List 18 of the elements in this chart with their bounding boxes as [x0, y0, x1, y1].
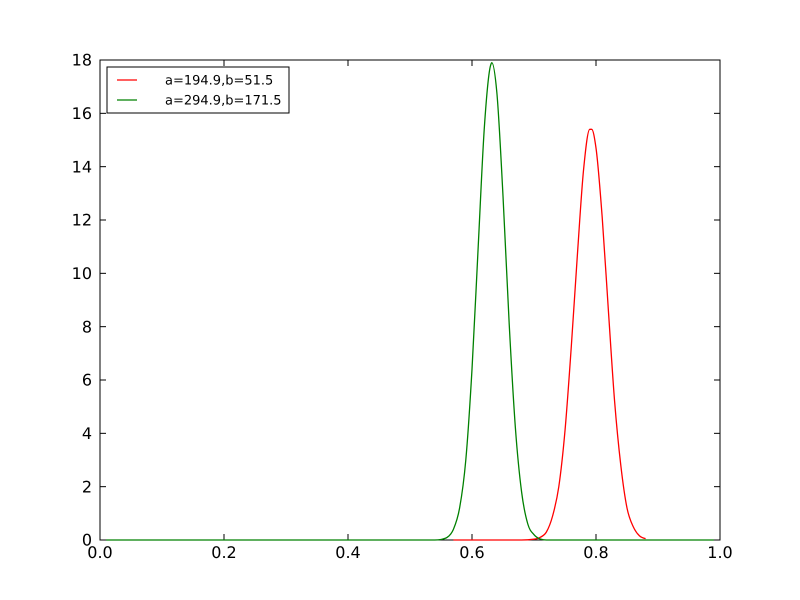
y-tick-label: 6: [82, 370, 92, 390]
x-tick-label: 0.8: [583, 543, 609, 562]
y-tick-label: 14: [72, 157, 92, 176]
y-tick-label: 10: [72, 264, 92, 283]
line-series: [452, 128, 646, 541]
legend-label: a=194.9,b=51.5: [165, 74, 274, 89]
y-tick-label: 12: [72, 210, 92, 230]
x-tick-label: 0.6: [459, 543, 485, 562]
y-tick-label: 8: [82, 317, 92, 336]
y-tick-label: 16: [72, 104, 92, 123]
y-tick-label: 18: [72, 50, 92, 70]
x-tick-label: 0.2: [211, 543, 237, 562]
legend-label: a=294.9,b=171.5: [165, 94, 282, 109]
line-series: [106, 62, 714, 541]
y-tick-label: 4: [82, 424, 92, 443]
x-tick-label: 1.0: [707, 543, 733, 562]
x-tick-label: 0.4: [335, 543, 361, 562]
y-tick-label: 2: [82, 477, 92, 496]
